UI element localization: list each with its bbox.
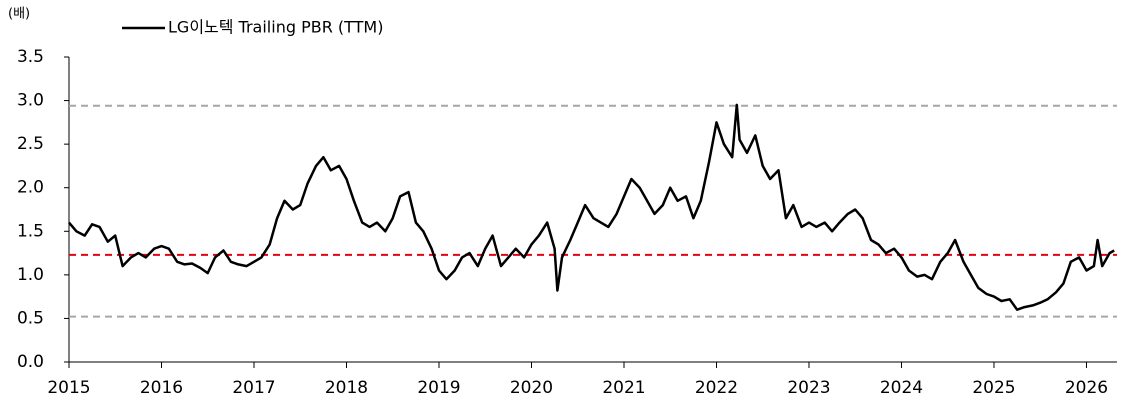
y-tick-label: 1.5	[17, 221, 44, 241]
x-tick-label: 2018	[325, 378, 368, 398]
x-tick-label: 2023	[787, 378, 830, 398]
x-tick-label: 2019	[417, 378, 460, 398]
x-tick-label: 2024	[880, 378, 923, 398]
y-tick-label: 1.0	[17, 265, 44, 285]
x-tick-label: 2017	[232, 378, 275, 398]
y-tick-label: 0.0	[17, 352, 44, 372]
x-tick-label: 2020	[510, 378, 553, 398]
y-tick-label: 3.0	[17, 91, 44, 111]
x-tick-label: 2025	[972, 378, 1015, 398]
y-tick-label: 3.5	[17, 47, 44, 67]
y-tick-label: 0.5	[17, 308, 44, 328]
series-line	[68, 103, 1115, 311]
y-axis-label: (배)	[8, 7, 30, 22]
x-tick-label: 2022	[695, 378, 738, 398]
x-tick-label: 2021	[602, 378, 645, 398]
x-tick-label: 2015	[47, 378, 90, 398]
x-tick-label: 2026	[1065, 378, 1108, 398]
y-tick-label: 2.0	[17, 178, 44, 198]
x-tick-label: 2016	[140, 378, 183, 398]
legend-label: LG이노텍 Trailing PBR (TTM)	[168, 18, 383, 37]
y-tick-label: 2.5	[17, 134, 44, 154]
